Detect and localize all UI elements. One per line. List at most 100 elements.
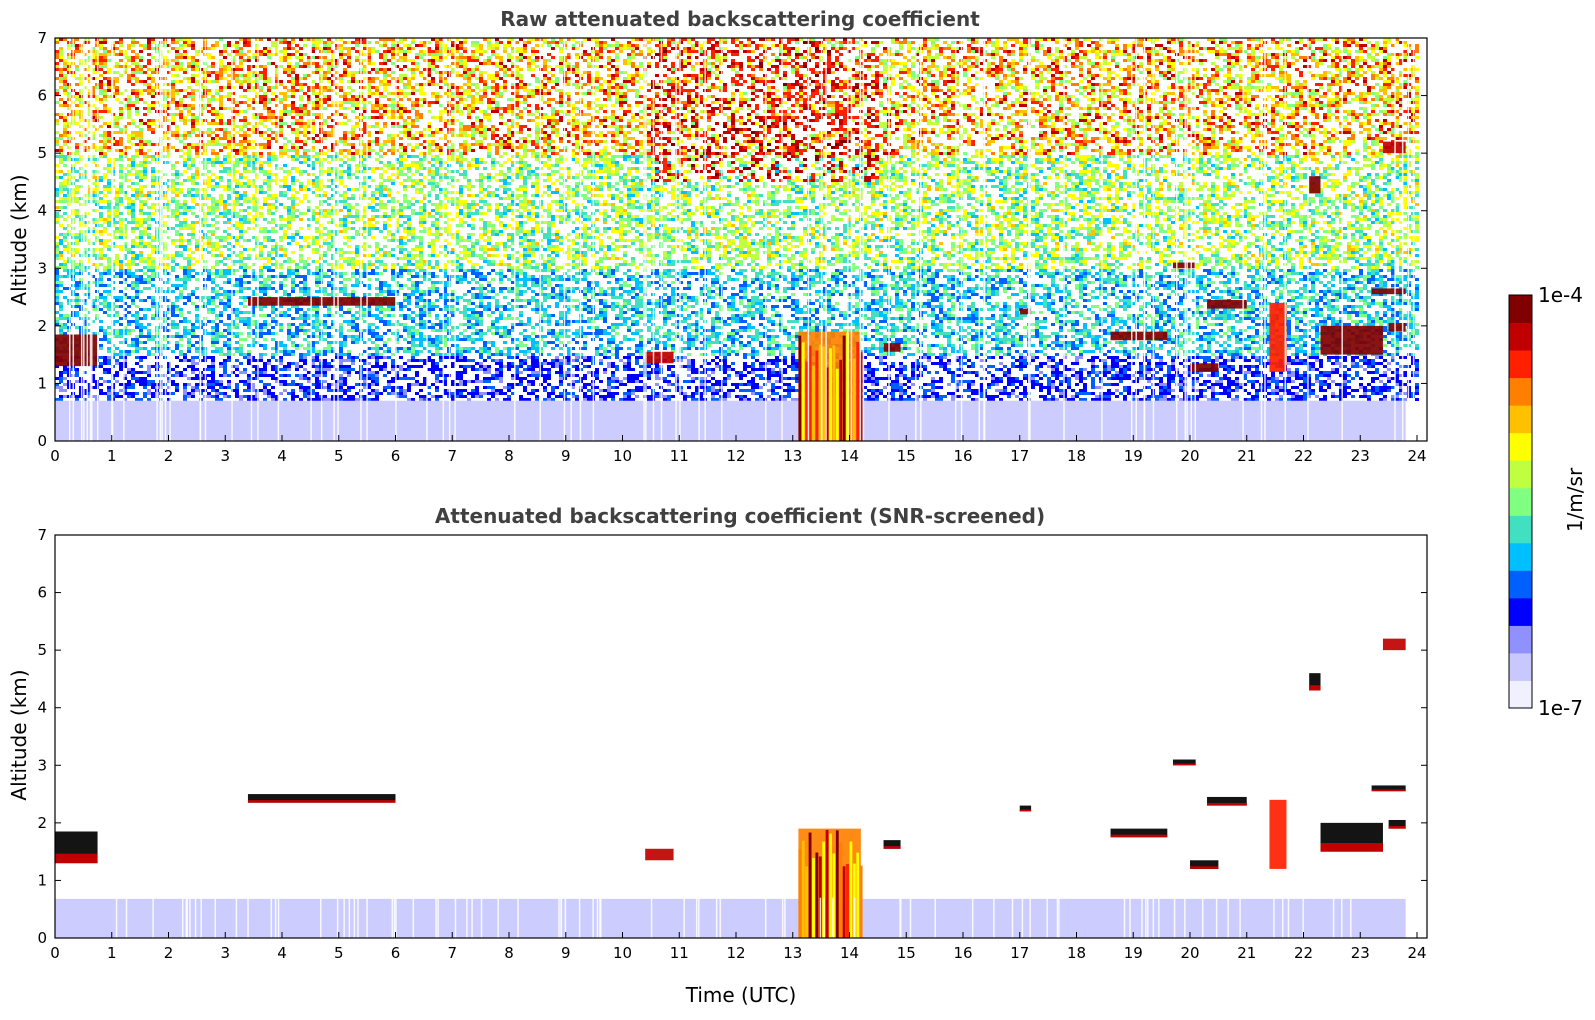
x-tick-label: 5: [334, 944, 344, 962]
x-tick-label: 13: [783, 447, 802, 465]
y-tick-label: 7: [37, 526, 47, 544]
y-tick-label: 4: [37, 202, 47, 220]
x-tick-label: 17: [1010, 944, 1029, 962]
snr-screened-panel: Attenuated backscattering coefficient (S…: [7, 504, 1427, 1007]
feature-fringe: [1321, 843, 1383, 852]
x-tick-label: 23: [1351, 447, 1370, 465]
feature-fringe: [1389, 826, 1406, 829]
feature-fringe: [55, 854, 98, 863]
feature-fringe: [1309, 685, 1320, 690]
x-tick-label: 18: [1067, 944, 1086, 962]
y-tick-label: 4: [37, 699, 47, 717]
x-tick-label: 21: [1237, 944, 1256, 962]
x-tick-label: 22: [1294, 944, 1313, 962]
feature-fringe: [1173, 764, 1196, 766]
x-tick-label: 9: [561, 944, 571, 962]
x-tick-label: 17: [1010, 447, 1029, 465]
x-tick-label: 16: [953, 944, 972, 962]
colorbar-blocks: [1509, 295, 1532, 709]
x-tick-label: 6: [391, 447, 401, 465]
colorbar-unit-label: 1/m/sr: [1563, 467, 1587, 532]
x-tick-label: 7: [447, 447, 457, 465]
colorbar-block: [1509, 515, 1532, 543]
panel2-frame: [55, 535, 1427, 938]
panel2-plot-area: [55, 639, 1418, 938]
x-tick-label: 23: [1351, 944, 1370, 962]
x-tick-label: 4: [277, 447, 287, 465]
y-tick-label: 2: [37, 814, 47, 832]
x-tick-label: 8: [504, 944, 514, 962]
colorbar-block: [1509, 680, 1532, 708]
x-tick-label: 0: [50, 447, 60, 465]
feature-cloud: [645, 849, 673, 861]
x-tick-label: 7: [447, 944, 457, 962]
colorbar-block: [1509, 570, 1532, 598]
feature-fringe: [1190, 866, 1218, 869]
x-tick-label: 0: [50, 944, 60, 962]
colorbar-max-label: 1e-4: [1538, 283, 1583, 307]
x-tick-label: 8: [504, 447, 514, 465]
y-tick-label: 6: [37, 87, 47, 105]
x-tick-label: 21: [1237, 447, 1256, 465]
feature-cloud: [1190, 363, 1218, 372]
feature-fringe: [248, 800, 396, 803]
panel2-y-label: Altitude (km): [7, 669, 31, 800]
x-tick-label: 24: [1407, 447, 1426, 465]
x-tick-label: 14: [840, 447, 859, 465]
feature-cloud: [1309, 176, 1320, 193]
colorbar-block: [1509, 488, 1532, 516]
x-tick-label: 3: [220, 944, 230, 962]
x-tick-label: 2: [164, 447, 174, 465]
colorbar-block: [1509, 323, 1532, 351]
x-tick-label: 24: [1407, 944, 1426, 962]
y-tick-label: 0: [37, 929, 47, 947]
panel2-title: Attenuated backscattering coefficient (S…: [435, 504, 1045, 528]
x-tick-label: 22: [1294, 447, 1313, 465]
x-tick-label: 10: [613, 944, 632, 962]
feature-cloud: [1207, 300, 1247, 309]
panel1-title: Raw attenuated backscattering coefficien…: [500, 7, 980, 31]
x-tick-label: 11: [670, 447, 689, 465]
feature-fringe: [884, 846, 901, 849]
y-tick-label: 3: [37, 756, 47, 774]
x-tick-label: 3: [220, 447, 230, 465]
feature-cloud: [645, 352, 673, 364]
feature-fringe: [1020, 810, 1031, 812]
feature-fringe: [1372, 789, 1406, 791]
y-tick-label: 5: [37, 641, 47, 659]
x-tick-label: 2: [164, 944, 174, 962]
colorbar-block: [1509, 378, 1532, 406]
x-tick-label: 4: [277, 944, 287, 962]
feature-cloud: [1321, 326, 1383, 355]
x-tick-label: 18: [1067, 447, 1086, 465]
x-tick-label: 19: [1124, 944, 1143, 962]
y-tick-label: 6: [37, 584, 47, 602]
feature-fringe: [1207, 803, 1247, 806]
feature-cloud: [1383, 639, 1406, 651]
x-tick-label: 15: [897, 447, 916, 465]
colorbar-block: [1509, 460, 1532, 488]
colorbar: 1e-4 1e-7 1/m/sr: [1509, 283, 1587, 720]
x-tick-label: 11: [670, 944, 689, 962]
colorbar-block: [1509, 405, 1532, 433]
y-tick-label: 7: [37, 29, 47, 47]
x-tick-label: 6: [391, 944, 401, 962]
x-tick-label: 9: [561, 447, 571, 465]
colorbar-block: [1509, 295, 1532, 323]
x-tick-label: 1: [107, 944, 117, 962]
feature-cloud: [1372, 288, 1406, 294]
feature-fringe: [1111, 835, 1168, 838]
colorbar-block: [1509, 598, 1532, 626]
x-tick-label: 5: [334, 447, 344, 465]
feature-cloud: [1111, 332, 1168, 341]
x-tick-label: 13: [783, 944, 802, 962]
feature-cloud: [1269, 800, 1286, 869]
noise-field: [55, 38, 1419, 401]
x-tick-label: 12: [726, 447, 745, 465]
y-tick-label: 0: [37, 432, 47, 450]
colorbar-block: [1509, 625, 1532, 653]
x-axis-label: Time (UTC): [685, 983, 797, 1007]
colorbar-block: [1509, 653, 1532, 681]
